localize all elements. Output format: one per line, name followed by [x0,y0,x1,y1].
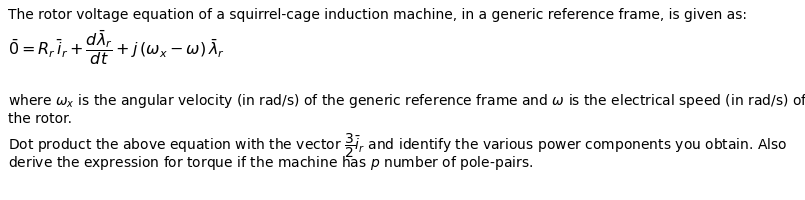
Text: the rotor.: the rotor. [8,111,72,125]
Text: where $\omega_x$ is the angular velocity (in rad/s) of the generic reference fra: where $\omega_x$ is the angular velocity… [8,92,805,109]
Text: The rotor voltage equation of a squirrel-cage induction machine, in a generic re: The rotor voltage equation of a squirrel… [8,8,747,22]
Text: $\bar{0} = R_r\,\bar{i}_r + \dfrac{d\bar{\lambda}_r}{dt} + j\,(\omega_x - \omega: $\bar{0} = R_r\,\bar{i}_r + \dfrac{d\bar… [8,28,225,67]
Text: Dot product the above equation with the vector $\dfrac{3}{2}\bar{i}_r$ and ident: Dot product the above equation with the … [8,131,787,160]
Text: derive the expression for torque if the machine has $p$ number of pole-pairs.: derive the expression for torque if the … [8,153,533,171]
